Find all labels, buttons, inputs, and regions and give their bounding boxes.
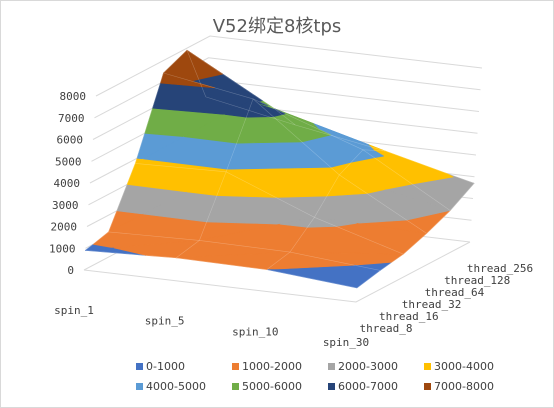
- mesh-line: [186, 49, 451, 211]
- legend-swatch: [136, 363, 143, 370]
- z-tick-label: 0: [67, 264, 74, 277]
- legend-swatch: [232, 363, 239, 370]
- legend-label: 1000-2000: [242, 360, 302, 373]
- x-tick-label: spin_5: [145, 315, 185, 328]
- mesh-line: [205, 96, 475, 184]
- surface-band-1000-2000: [175, 251, 291, 270]
- legend-label: 6000-7000: [338, 380, 398, 393]
- z-tick-label: 1000: [49, 242, 76, 255]
- mesh-line: [266, 149, 385, 270]
- mesh-line: [135, 163, 404, 255]
- legend-label: 0-1000: [146, 360, 185, 373]
- legend-swatch: [424, 363, 431, 370]
- surface-band-7000-8000: [160, 72, 215, 89]
- legend-label: 7000-8000: [434, 380, 494, 393]
- y-tick-label: thread_16: [379, 310, 439, 323]
- surface-band-3000-4000: [186, 171, 227, 196]
- gridline: [95, 35, 483, 97]
- legend-swatch: [328, 363, 335, 370]
- legend-label: 3000-4000: [434, 360, 494, 373]
- mesh-line: [176, 98, 296, 259]
- surface-band-6000-7000: [224, 98, 254, 118]
- legend-swatch: [328, 383, 335, 390]
- y-tick-label: thread_8: [360, 322, 413, 335]
- mesh-line: [108, 231, 381, 271]
- z-tick-label: 4000: [54, 177, 81, 190]
- gridline: [94, 57, 481, 119]
- y-tick-label: thread_64: [425, 286, 485, 299]
- mesh-line: [163, 72, 427, 234]
- z-tick-label: 5000: [55, 155, 82, 168]
- y-tick-label: thread_32: [402, 298, 462, 311]
- legend-swatch: [136, 383, 143, 390]
- z-tick-label: 3000: [52, 199, 79, 212]
- legend-label: 4000-5000: [146, 380, 206, 393]
- z-axis-ticks: 0 1000 2000 3000 4000 5000 6000 7000 8000: [49, 90, 86, 277]
- surface-band-1000-2000: [113, 240, 200, 259]
- y-axis-ticks: thread_8thread_16thread_32thread_64threa…: [360, 262, 534, 335]
- surface-band-2000-3000: [279, 217, 315, 228]
- legend: 0-1000 1000-2000 2000-3000 3000-4000 4000-50…: [136, 360, 494, 393]
- legend-label: 2000-3000: [338, 360, 398, 373]
- legend-swatch: [232, 383, 239, 390]
- mesh-line: [356, 183, 475, 289]
- x-axis-ticks: spin_1 spin_5 spin_10 spin_30: [54, 304, 369, 349]
- x-tick-label: spin_1: [54, 304, 94, 317]
- floor-edge: [83, 241, 471, 303]
- x-tick-label: spin_30: [323, 336, 369, 349]
- z-tick-label: 7000: [58, 112, 85, 125]
- surface-bands: [85, 49, 475, 289]
- surface-band-0-1000: [266, 269, 381, 289]
- z-tick-label: 8000: [60, 90, 87, 103]
- x-tick-label: spin_10: [232, 325, 278, 338]
- mesh-line: [85, 250, 358, 289]
- z-tick-label: 2000: [51, 221, 78, 234]
- z-tick-label: 6000: [57, 134, 84, 147]
- mesh-line: [85, 49, 207, 251]
- legend-swatch: [424, 383, 431, 390]
- legend-label: 5000-6000: [242, 380, 302, 393]
- chart-title: V52绑定8核tps: [212, 16, 342, 37]
- y-tick-label: thread_128: [444, 274, 510, 287]
- y-tick-label: thread_256: [467, 262, 533, 275]
